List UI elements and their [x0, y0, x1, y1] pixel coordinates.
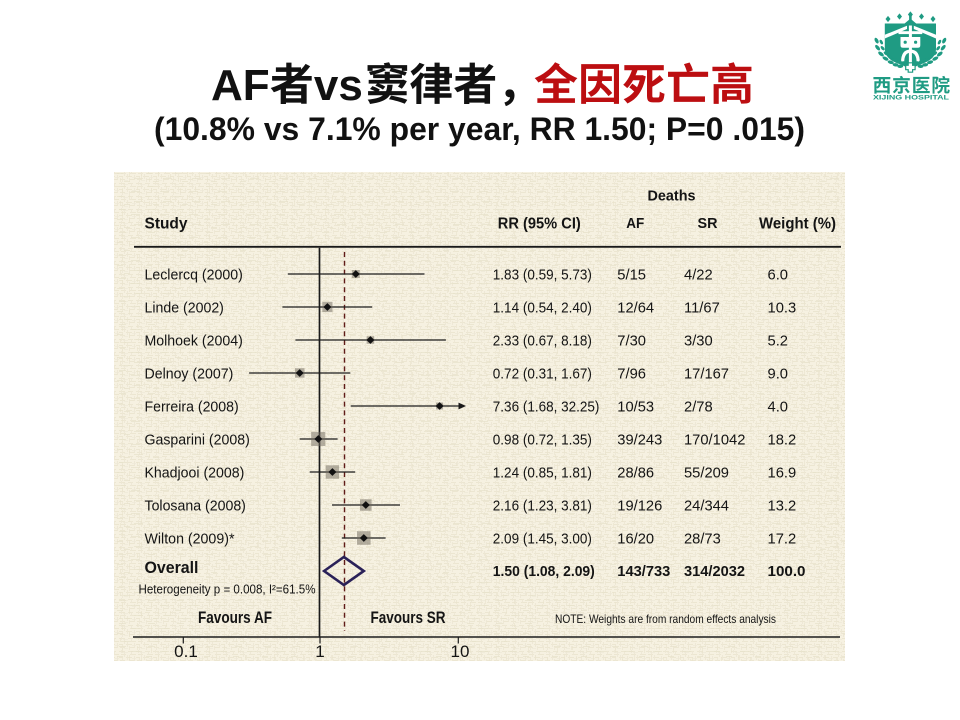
svg-text:1.14 (0.54, 2.40): 1.14 (0.54, 2.40): [493, 300, 592, 317]
svg-text:1.83 (0.59, 5.73): 1.83 (0.59, 5.73): [493, 267, 592, 284]
svg-text:1: 1: [315, 642, 324, 661]
svg-text:2.33 (0.67, 8.18): 2.33 (0.67, 8.18): [493, 333, 592, 350]
svg-text:28/73: 28/73: [684, 531, 721, 548]
svg-text:Linde (2002): Linde (2002): [145, 300, 224, 317]
svg-text:24/344: 24/344: [684, 498, 729, 515]
svg-text:Ferreira (2008): Ferreira (2008): [145, 399, 239, 416]
svg-text:Delnoy (2007): Delnoy (2007): [145, 366, 234, 383]
svg-text:Gasparini (2008): Gasparini (2008): [145, 432, 250, 449]
svg-text:16/20: 16/20: [617, 531, 654, 548]
svg-text:12/64: 12/64: [617, 300, 654, 317]
svg-text:0.72 (0.31, 1.67): 0.72 (0.31, 1.67): [493, 366, 592, 383]
svg-text:19/126: 19/126: [617, 498, 662, 515]
svg-text:2/78: 2/78: [684, 399, 713, 416]
svg-text:Deaths: Deaths: [648, 189, 696, 205]
svg-text:NOTE: Weights are from random: NOTE: Weights are from random effects an…: [555, 612, 776, 626]
svg-text:Overall: Overall: [145, 559, 199, 577]
svg-text:7/96: 7/96: [617, 366, 646, 383]
svg-text:314/2032: 314/2032: [684, 563, 745, 580]
svg-text:5.2: 5.2: [768, 333, 789, 350]
svg-text:SR: SR: [698, 216, 719, 232]
svg-text:4/22: 4/22: [684, 267, 713, 284]
svg-text:vs: vs: [314, 61, 363, 110]
svg-text:6.0: 6.0: [768, 267, 789, 284]
svg-text:170/1042: 170/1042: [684, 432, 745, 449]
svg-text:55/209: 55/209: [684, 465, 729, 482]
svg-text:Tolosana (2008): Tolosana (2008): [145, 498, 246, 515]
svg-text:39/243: 39/243: [617, 432, 662, 449]
svg-text:7/30: 7/30: [617, 333, 646, 350]
svg-text:9.0: 9.0: [768, 366, 789, 383]
svg-text:2.09 (1.45, 3.00): 2.09 (1.45, 3.00): [493, 531, 592, 548]
svg-text:Favours SR: Favours SR: [371, 609, 446, 627]
svg-text:0.98 (0.72, 1.35): 0.98 (0.72, 1.35): [493, 432, 592, 449]
svg-text:Study: Study: [145, 216, 188, 233]
svg-text:(10.8% vs 7.1% per year, RR 1.: (10.8% vs 7.1% per year, RR 1.50; P=0 .0…: [154, 111, 805, 147]
svg-text:Weight (%): Weight (%): [759, 216, 836, 233]
svg-text:7.36 (1.68, 32.25): 7.36 (1.68, 32.25): [493, 399, 600, 416]
svg-text:16.9: 16.9: [768, 465, 797, 482]
svg-text:Heterogeneity p = 0.008, I²=61: Heterogeneity p = 0.008, I²=61.5%: [139, 582, 316, 597]
svg-text:18.2: 18.2: [768, 432, 797, 449]
svg-text:11/67: 11/67: [684, 300, 720, 317]
svg-text:2.16 (1.23, 3.81): 2.16 (1.23, 3.81): [493, 498, 592, 515]
svg-text:10/53: 10/53: [617, 399, 654, 416]
svg-text:10.3: 10.3: [768, 300, 797, 317]
svg-text:Leclercq (2000): Leclercq (2000): [145, 267, 243, 284]
svg-text:XIJING HOSPITAL: XIJING HOSPITAL: [873, 94, 949, 101]
svg-text:100.0: 100.0: [768, 563, 806, 580]
svg-text:RR (95% CI): RR (95% CI): [498, 216, 581, 233]
svg-text:13.2: 13.2: [768, 498, 797, 515]
svg-text:143/733: 143/733: [617, 563, 670, 580]
svg-text:5/15: 5/15: [617, 267, 646, 284]
svg-text:AF: AF: [211, 61, 270, 110]
svg-text:Favours AF: Favours AF: [198, 609, 272, 627]
svg-text:Molhoek (2004): Molhoek (2004): [145, 333, 243, 350]
svg-text:AF: AF: [626, 216, 644, 232]
svg-text:10: 10: [451, 642, 470, 661]
svg-text:4.0: 4.0: [768, 399, 789, 416]
svg-text:3/30: 3/30: [684, 333, 713, 350]
svg-text:17/167: 17/167: [684, 366, 729, 383]
svg-text:0.1: 0.1: [174, 642, 198, 661]
svg-text:Khadjooi (2008): Khadjooi (2008): [145, 465, 245, 482]
svg-text:1.50 (1.08, 2.09): 1.50 (1.08, 2.09): [493, 563, 595, 580]
svg-text:17.2: 17.2: [768, 531, 797, 548]
svg-text:1.24 (0.85, 1.81): 1.24 (0.85, 1.81): [493, 465, 592, 482]
svg-text:Wilton (2009)*: Wilton (2009)*: [145, 531, 235, 548]
svg-text:28/86: 28/86: [617, 465, 654, 482]
